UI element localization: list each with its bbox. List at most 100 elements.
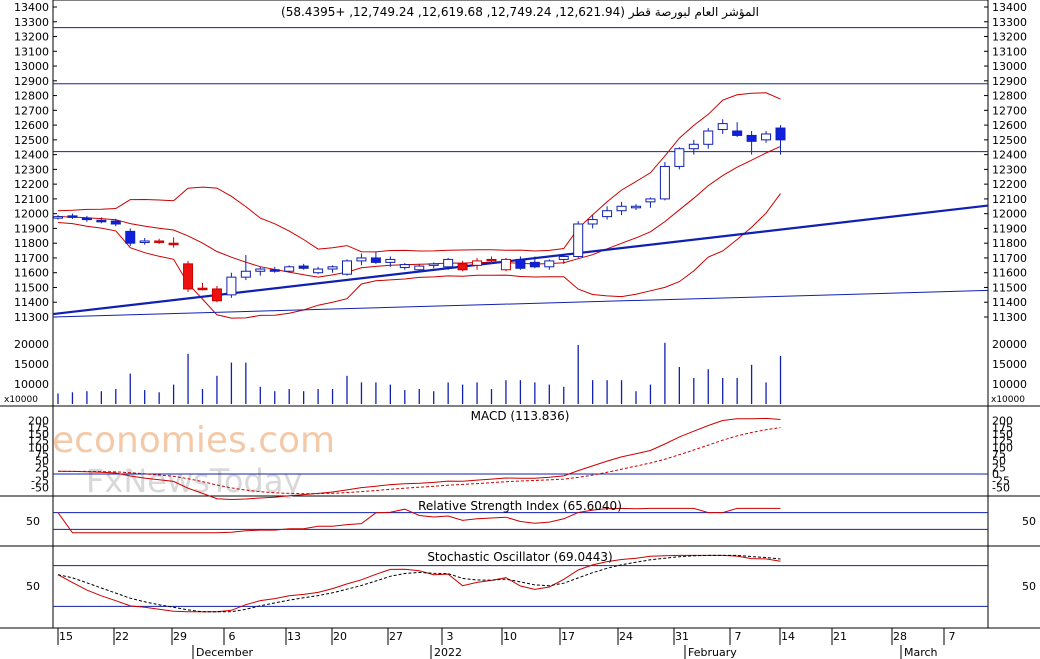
price-tick-left: 12200 — [14, 178, 49, 191]
candle-body — [197, 287, 208, 291]
price-tick-left: 12700 — [14, 104, 49, 117]
candle-body — [183, 263, 194, 290]
macd-tick-left: 175 — [28, 421, 49, 434]
candle-body — [544, 260, 555, 268]
candle-body — [313, 268, 324, 274]
stochastic-k-line — [57, 554, 781, 613]
price-tick-left: 12100 — [14, 193, 49, 206]
candle-body — [645, 198, 656, 203]
stochastic-panel: 50 50 — [26, 554, 1036, 613]
price-tick-left: 13200 — [14, 31, 49, 44]
price-tick-left: 12400 — [14, 149, 49, 162]
stochastic-tick-left: 50 — [26, 580, 40, 593]
candle-body — [443, 258, 454, 268]
price-tick-left: 11600 — [14, 267, 49, 280]
macd-tick-right: 25 — [992, 461, 1006, 474]
price-tick-right: 11800 — [992, 237, 1027, 250]
date-axis: 15 22 29 6 13 20 27 3 10 17 24 31 7 14 21 28 7 December 20… — [57, 628, 956, 659]
price-tick-right: 11600 — [992, 267, 1027, 280]
date-tick-label: 21 — [833, 630, 847, 643]
candle-body — [558, 255, 569, 260]
price-tick-right: 12400 — [992, 149, 1027, 162]
macd-tick-right: 150 — [992, 428, 1013, 441]
candle-body — [674, 148, 685, 167]
macd-signal-line — [57, 427, 781, 495]
candle-body — [96, 219, 107, 223]
bollinger-lower — [57, 193, 781, 319]
chart-border — [52, 0, 989, 629]
month-label: December — [196, 646, 254, 659]
candle-body — [515, 258, 526, 269]
price-tick-left: 11300 — [14, 311, 49, 324]
candle-body — [226, 276, 237, 296]
stochastic-tick-right: 50 — [1022, 580, 1036, 593]
date-tick-label: 17 — [561, 630, 575, 643]
candle-body — [602, 210, 613, 218]
price-tick-right: 13200 — [992, 31, 1027, 44]
price-tick-left: 13400 — [14, 1, 49, 14]
date-tick-label: 31 — [675, 630, 689, 643]
candle-body — [587, 219, 598, 225]
price-tick-right: 12700 — [992, 104, 1027, 117]
candle-body — [81, 217, 92, 221]
candle-body — [284, 266, 295, 272]
price-tick-right: 12000 — [992, 208, 1027, 221]
price-tick-right: 12800 — [992, 90, 1027, 103]
bollinger-upper — [57, 92, 781, 253]
month-label: March — [904, 646, 938, 659]
candle-body — [775, 127, 786, 141]
candle-body — [428, 263, 439, 266]
date-tick-label: 6 — [229, 630, 236, 643]
macd-line — [57, 417, 781, 501]
price-tick-right: 12900 — [992, 75, 1027, 88]
candle-body — [529, 261, 540, 268]
macd-tick-left: -25 — [31, 475, 49, 488]
price-tick-left: 11800 — [14, 237, 49, 250]
candle-body — [717, 123, 728, 131]
horizontal-levels — [53, 27, 988, 153]
candle-body — [761, 133, 772, 141]
price-tick-left: 11500 — [14, 281, 49, 294]
macd-tick-left: 75 — [35, 448, 49, 461]
candle-body — [67, 215, 78, 218]
bollinger-bands — [57, 92, 781, 319]
date-tick-label: 27 — [389, 630, 403, 643]
candle-body — [168, 242, 179, 246]
rsi-panel: 50 50 — [26, 507, 1036, 534]
volume-tick-left: 20000 — [14, 338, 49, 351]
macd-tick-right: 125 — [992, 435, 1013, 448]
candle-body — [370, 257, 381, 263]
watermark-line1: economies.com — [52, 420, 335, 461]
price-tick-left: 13000 — [14, 60, 49, 73]
date-tick-label: 10 — [503, 630, 517, 643]
price-tick-left: 12600 — [14, 119, 49, 132]
candle-body — [732, 130, 743, 136]
macd-tick-right: 200 — [992, 415, 1013, 428]
month-label: 2022 — [434, 646, 462, 659]
volume-tick-left: 15000 — [14, 358, 49, 371]
macd-tick-left: 150 — [28, 428, 49, 441]
price-tick-left: 12300 — [14, 163, 49, 176]
candle-body — [688, 143, 699, 150]
price-tick-right: 13400 — [992, 1, 1027, 14]
candle-body — [211, 288, 222, 302]
macd-tick-right: -50 — [992, 481, 1010, 494]
volume-tick-right: 15000 — [992, 358, 1027, 371]
macd-tick-right: 75 — [992, 448, 1006, 461]
watermark-line2: FxNewsToday — [86, 462, 302, 500]
macd-label: MACD (113.836) — [471, 409, 570, 423]
candle-body — [631, 205, 641, 209]
watermark: economies.com FxNewsToday — [52, 420, 335, 500]
macd-tick-left: 100 — [28, 441, 49, 454]
price-tick-right: 13100 — [992, 45, 1027, 58]
price-tick-left: 12000 — [14, 208, 49, 221]
macd-tick-left: -50 — [31, 481, 49, 494]
candle-body — [703, 130, 714, 145]
price-tick-left: 11900 — [14, 222, 49, 235]
candle-body — [125, 230, 136, 244]
candle-body — [472, 260, 483, 266]
candle-body — [110, 220, 121, 225]
macd-tick-left: 50 — [35, 455, 49, 468]
